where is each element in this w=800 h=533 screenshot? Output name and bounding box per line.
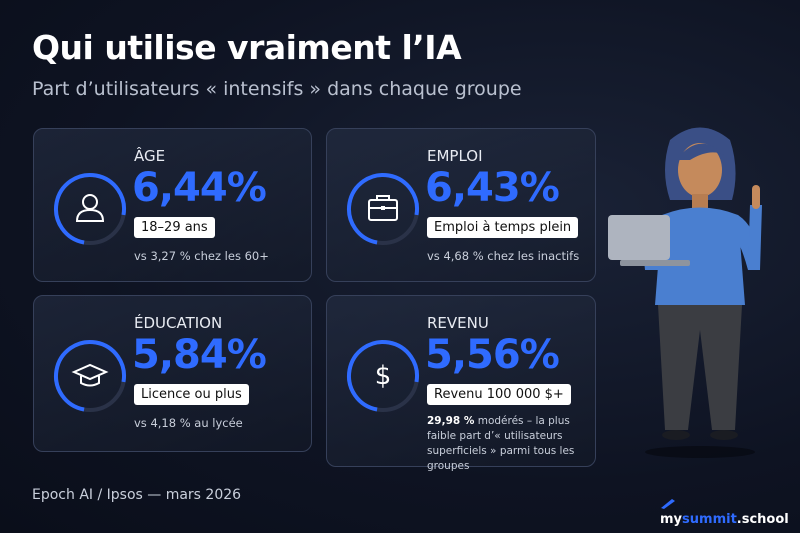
note-text: vs 3,27 % chez les 60+ xyxy=(134,249,269,263)
card-value: 5,56% xyxy=(425,332,560,378)
note-text: vs 4,18 % au lycée xyxy=(134,416,243,430)
card-note: 29,98 % modérés – la plus faible part d’… xyxy=(427,414,592,474)
brand-part: my xyxy=(660,512,683,527)
icon-ring xyxy=(54,173,126,245)
card-label: ÉDUCATION xyxy=(134,314,223,332)
card-note: vs 4,18 % au lycée xyxy=(134,416,304,431)
card: ÉDUCATION 5,84% Licence ou plus vs 4,18 % a… xyxy=(33,295,312,452)
card: $ REVENU 5,56% Revenu 100 000 $+ 29,98 % mod… xyxy=(326,295,596,472)
icon-ring: $ xyxy=(347,340,420,412)
brand: mysummit.school xyxy=(660,497,800,527)
card-value: 5,84% xyxy=(132,332,267,378)
card-group: 18–29 ans xyxy=(134,217,215,238)
card-group: Emploi à temps plein xyxy=(427,217,579,238)
note-text: modérés – la plus faible part d’« utilis… xyxy=(427,415,575,472)
source: Epoch AI / Ipsos — mars 2026 xyxy=(32,487,242,503)
brand-part: summit xyxy=(682,512,737,527)
card-label: REVENU xyxy=(427,314,489,332)
icon-ring xyxy=(54,340,126,412)
brand-part: .school xyxy=(736,512,789,527)
card-group: Licence ou plus xyxy=(134,384,249,405)
card-note: vs 3,27 % chez les 60+ xyxy=(134,249,304,264)
card-value: 6,44% xyxy=(132,165,267,211)
card-note: vs 4,68 % chez les inactifs xyxy=(427,249,597,264)
subtitle: Part d’utilisateurs « intensifs » dans c… xyxy=(32,78,522,100)
card-value: 6,43% xyxy=(425,165,560,211)
illustration xyxy=(608,127,762,458)
note-text: vs 4,68 % chez les inactifs xyxy=(427,249,580,263)
card: EMPLOI 6,43% Emploi à temps plein vs 4,68 %… xyxy=(326,128,596,282)
svg-text:$: $ xyxy=(375,361,392,391)
icon-ring xyxy=(347,173,420,245)
title: Qui utilise vraiment l’IA xyxy=(32,28,462,67)
card: ÂGE 6,44% 18–29 ans vs 3,27 % chez les 60+ xyxy=(33,128,312,282)
card-label: EMPLOI xyxy=(427,147,483,165)
brand-icon xyxy=(661,499,675,509)
card-label: ÂGE xyxy=(134,147,166,165)
card-group: Revenu 100 000 $+ xyxy=(427,384,571,405)
note-strong: 29,98 % xyxy=(427,415,475,427)
